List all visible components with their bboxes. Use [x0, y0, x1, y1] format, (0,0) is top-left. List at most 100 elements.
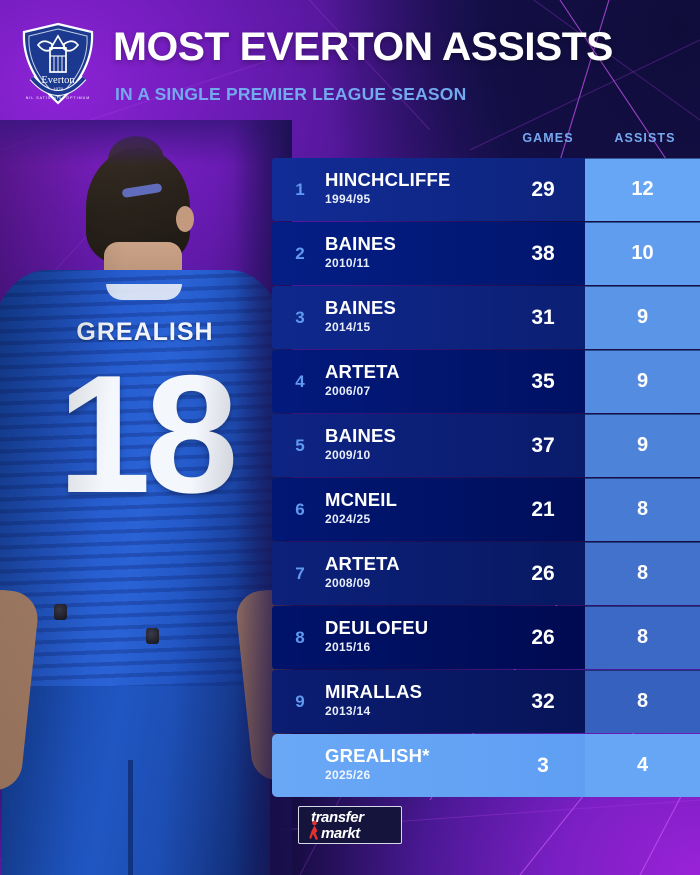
- row-games-value: 38: [531, 241, 555, 265]
- row-rank: 7: [295, 563, 305, 583]
- assists-cell-background: [585, 350, 700, 413]
- row-player-name: GREALISH*: [325, 745, 430, 766]
- row-player-name: BAINES: [325, 233, 397, 254]
- shirt-number: 18: [28, 350, 262, 518]
- assists-cell-background: [585, 670, 700, 733]
- row-assists-value: 8: [636, 690, 649, 712]
- table-rows: 1 HINCHCLIFFE 1994/95 29 12 2 BAINES 2010/11 38 1…: [0, 158, 700, 797]
- row-rank: 4: [295, 371, 305, 391]
- row-player-season: 2014/15: [325, 320, 371, 335]
- header: Everton 1878 NIL SATIS NISI OPTIMUM MOST…: [0, 0, 700, 120]
- row-player: ARTETA 2006/07: [325, 361, 400, 399]
- row-player: BAINES 2009/10: [325, 425, 397, 463]
- row-rank: 1: [295, 179, 305, 199]
- row-player: BAINES 2010/11: [325, 233, 397, 271]
- row-player: BAINES 2014/15: [325, 297, 397, 335]
- row-background: [272, 414, 585, 477]
- row-player-name: ARTETA: [325, 553, 400, 574]
- row-background: [272, 158, 585, 221]
- column-header-assists: ASSISTS: [614, 131, 676, 145]
- row-background: [272, 542, 585, 605]
- row-games-value: 37: [531, 433, 555, 457]
- row-player-season: 2024/25: [325, 512, 371, 527]
- transfermarkt-logo: transfer markt: [298, 806, 402, 844]
- row-rank: 9: [295, 691, 305, 711]
- row-player: MCNEIL 2024/25: [325, 489, 398, 527]
- row-rank: 2: [295, 243, 305, 263]
- row-background: [272, 734, 585, 797]
- row-player: ARTETA 2008/09: [325, 553, 400, 591]
- player-ear: [176, 206, 194, 232]
- row-player: GREALISH* 2025/26: [325, 745, 430, 783]
- page-subtitle: IN A SINGLE PREMIER LEAGUE SEASON: [115, 84, 467, 104]
- row-assists-value: 9: [636, 434, 649, 456]
- row-player-season: 2009/10: [325, 448, 371, 463]
- row-background: [272, 670, 585, 733]
- row-player-name: BAINES: [325, 425, 397, 446]
- row-assists-value: 12: [631, 178, 654, 200]
- row-player-season: 2006/07: [325, 384, 371, 399]
- assists-cell-background: [585, 414, 700, 477]
- table-row[interactable]: 4 ARTETA 2006/07 35 9: [0, 350, 700, 413]
- player-collar: [106, 284, 182, 300]
- row-player-season: 2008/09: [325, 576, 371, 591]
- row-background: [272, 286, 585, 349]
- row-background: [272, 350, 585, 413]
- row-assists-value: 8: [636, 562, 649, 584]
- row-games-value: 29: [531, 177, 555, 201]
- row-assists-value: 8: [636, 498, 649, 520]
- row-player-season: 2013/14: [325, 704, 371, 719]
- assists-table: GAMES ASSISTS 1 HINCHCLIFFE 1994/95 29 12 2 BA…: [0, 128, 700, 798]
- assists-cell-background: [585, 606, 700, 669]
- player-shorts-seam: [128, 760, 133, 875]
- assists-cell-background: [585, 542, 700, 605]
- row-player-name: ARTETA: [325, 361, 400, 382]
- row-assists-value: 9: [636, 370, 649, 392]
- transfermarkt-figure-icon: [309, 820, 318, 840]
- table-row[interactable]: 1 HINCHCLIFFE 1994/95 29 12: [0, 158, 700, 221]
- row-player-name: MCNEIL: [325, 489, 398, 510]
- transfermarkt-logo-line1: transfer: [311, 809, 364, 826]
- row-assists-value: 9: [636, 306, 649, 328]
- row-games-value: 35: [531, 369, 555, 393]
- row-player-name: HINCHCLIFFE: [325, 169, 451, 190]
- table-column-headers: GAMES ASSISTS: [0, 128, 700, 158]
- row-background: [272, 222, 585, 285]
- row-games-value: 31: [531, 305, 555, 329]
- row-player-season: 1994/95: [325, 192, 371, 207]
- row-games-value: 3: [537, 753, 549, 777]
- row-assists-value: 8: [636, 626, 649, 648]
- table-row[interactable]: 7 ARTETA 2008/09 26 8: [0, 542, 700, 605]
- premier-league-badge-icon: [54, 604, 67, 620]
- page-title: MOST EVERTON ASSISTS: [113, 25, 613, 69]
- row-assists-value: 10: [631, 242, 654, 264]
- assists-cell-background: [585, 158, 700, 221]
- table-row[interactable]: 5 BAINES 2009/10 37 9: [0, 414, 700, 477]
- table-row[interactable]: GREALISH* 2025/26 3 4: [0, 734, 700, 797]
- player-shorts: [2, 686, 270, 875]
- row-player: MIRALLAS 2013/14: [325, 681, 423, 719]
- assists-cell-background: [585, 222, 700, 285]
- row-player-name: MIRALLAS: [325, 681, 423, 702]
- table-row[interactable]: 9 MIRALLAS 2013/14 32 8: [0, 670, 700, 733]
- shirt-name: GREALISH: [30, 318, 260, 347]
- row-rank: 5: [295, 435, 305, 455]
- assists-cell-background: [585, 734, 700, 797]
- svg-text:Everton: Everton: [41, 75, 75, 86]
- row-games-value: 21: [531, 497, 555, 521]
- row-player-season: 2010/11: [325, 256, 370, 271]
- table-row[interactable]: 8 DEULOFEU 2015/16 26 8: [0, 606, 700, 669]
- table-row[interactable]: 2 BAINES 2010/11 38 10: [0, 222, 700, 285]
- assists-cell-background: [585, 286, 700, 349]
- row-player-name: BAINES: [325, 297, 397, 318]
- table-row[interactable]: 6 MCNEIL 2024/25 21 8: [0, 478, 700, 541]
- row-player-season: 2025/26: [325, 768, 371, 783]
- player-photo: GREALISH 18: [0, 120, 292, 875]
- assists-cell-background: [585, 478, 700, 541]
- row-rank: 3: [295, 307, 305, 327]
- row-assists-value: 4: [636, 754, 649, 776]
- row-games-value: 32: [531, 689, 555, 713]
- table-row[interactable]: 3 BAINES 2014/15 31 9: [0, 286, 700, 349]
- row-games-value: 26: [531, 625, 555, 649]
- premier-league-badge-icon: [146, 628, 159, 644]
